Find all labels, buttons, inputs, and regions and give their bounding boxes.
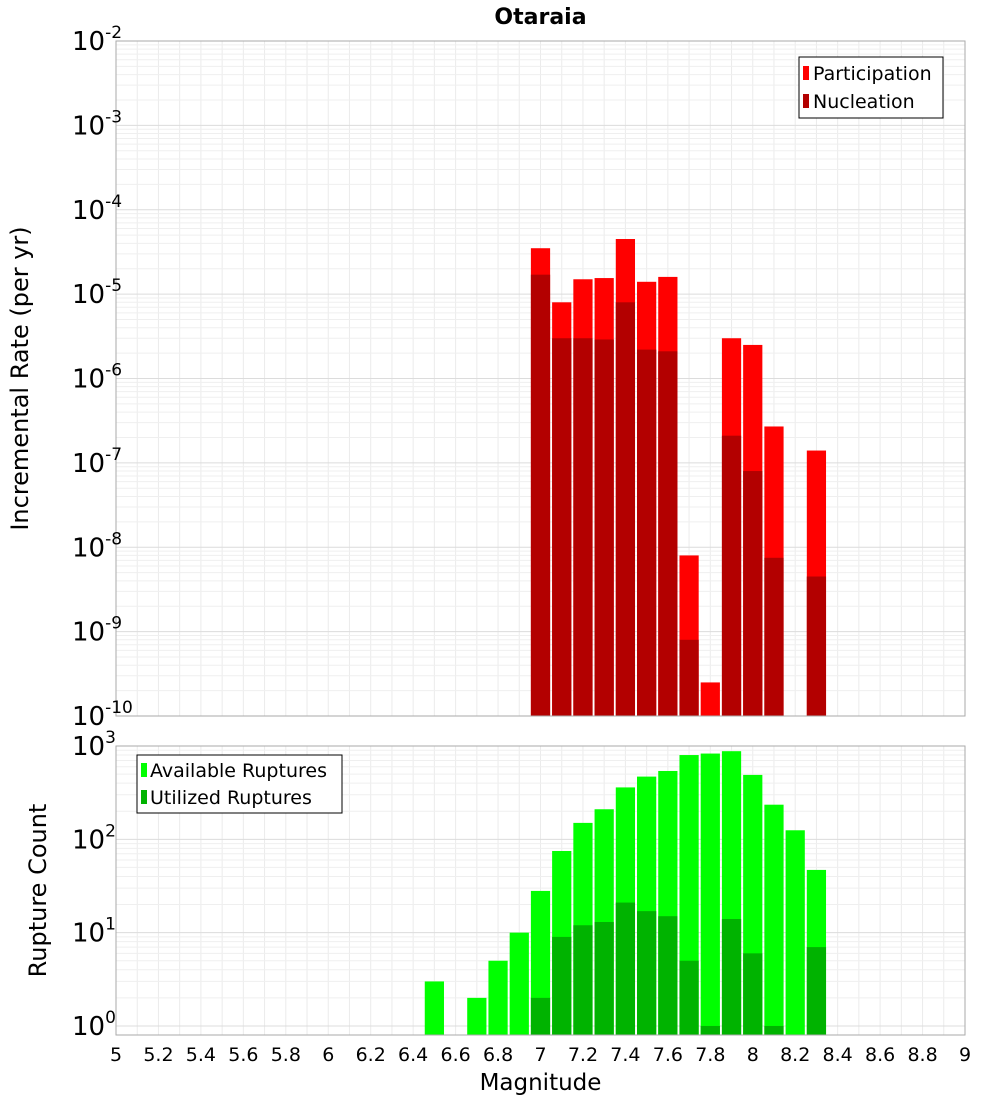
bar-utilized-ruptures-7.4 xyxy=(615,902,636,1035)
legend-swatch xyxy=(803,94,809,108)
xtick-label: 5 xyxy=(110,1044,122,1066)
bar-utilized-ruptures-7.2 xyxy=(573,925,593,1035)
legend-swatch xyxy=(803,66,809,80)
xtick-label: 7 xyxy=(534,1044,546,1066)
bar-nucleation-8.1 xyxy=(764,557,784,716)
bar-nucleation-7.4 xyxy=(615,302,636,716)
xtick-label: 6.6 xyxy=(440,1044,470,1066)
ytick-label-top: 10-4 xyxy=(72,192,122,226)
ytick-label-bottom: 102 xyxy=(72,821,116,855)
bar-available-ruptures-6.7 xyxy=(467,997,487,1035)
xtick-label: 7.6 xyxy=(653,1044,683,1066)
bar-utilized-ruptures-7.7 xyxy=(679,960,699,1035)
xtick-label: 8.6 xyxy=(865,1044,895,1066)
chart-title: Otaraia xyxy=(494,5,586,30)
bar-available-ruptures-8.1 xyxy=(764,804,784,1035)
ytick-label-top: 10-6 xyxy=(72,361,122,395)
bar-nucleation-7.1 xyxy=(552,338,572,716)
plot-border-bottom xyxy=(115,745,966,1036)
bar-utilized-ruptures-8.3 xyxy=(806,947,827,1035)
bar-utilized-ruptures-7.6 xyxy=(658,916,678,1035)
bar-participation-7.8 xyxy=(700,682,720,716)
xtick-label: 6.2 xyxy=(356,1044,386,1066)
x-axis-label: Magnitude xyxy=(480,1070,602,1096)
legend-box xyxy=(136,754,343,814)
ytick-label-top: 10-9 xyxy=(72,614,122,648)
xtick-label: 6.8 xyxy=(483,1044,513,1066)
bar-utilized-ruptures-7.8 xyxy=(700,1025,720,1035)
ytick-label-bottom: 101 xyxy=(72,915,116,949)
bar-nucleation-7.5 xyxy=(637,349,657,716)
xtick-label: 7.4 xyxy=(610,1044,640,1066)
ytick-label-top: 10-10 xyxy=(72,698,133,732)
xtick-label: 7.2 xyxy=(568,1044,598,1066)
legend-swatch xyxy=(141,763,147,777)
ytick-label-top: 10-2 xyxy=(72,23,122,57)
xtick-label: 5.2 xyxy=(143,1044,173,1066)
bar-available-ruptures-6.5 xyxy=(424,981,444,1035)
bar-nucleation-7.0 xyxy=(530,274,551,716)
ytick-label-top: 10-7 xyxy=(72,445,122,479)
xtick-label: 6.4 xyxy=(398,1044,428,1066)
legend-box xyxy=(798,56,944,119)
bar-nucleation-8.3 xyxy=(806,576,827,716)
bar-nucleation-7.7 xyxy=(679,639,699,716)
bar-available-ruptures-6.9 xyxy=(509,932,529,1035)
bar-available-ruptures-7.8 xyxy=(700,753,720,1035)
ytick-label-top: 10-5 xyxy=(72,276,122,310)
bar-nucleation-7.6 xyxy=(658,351,678,716)
y-axis-label-top: Incremental Rate (per yr) xyxy=(6,226,34,530)
xtick-label: 7.8 xyxy=(695,1044,725,1066)
bar-utilized-ruptures-7.3 xyxy=(594,922,614,1035)
xtick-label: 8.4 xyxy=(823,1044,853,1066)
ytick-label-top: 10-8 xyxy=(72,529,122,563)
legend-label: Nucleation xyxy=(813,91,915,113)
xtick-label: 9 xyxy=(959,1044,971,1066)
bar-nucleation-7.9 xyxy=(721,435,742,716)
legend-label: Available Ruptures xyxy=(150,760,327,782)
y-axis-label-bottom: Rupture Count xyxy=(24,804,52,978)
bar-utilized-ruptures-7.0 xyxy=(530,997,551,1035)
xtick-label: 5.6 xyxy=(228,1044,258,1066)
legend-top: Participation Nucleation xyxy=(798,56,944,119)
ytick-label-top: 10-3 xyxy=(72,107,122,141)
legend-label: Utilized Ruptures xyxy=(150,787,312,809)
legend-swatch xyxy=(141,790,147,804)
xtick-label: 8.2 xyxy=(780,1044,810,1066)
xtick-label: 8.8 xyxy=(907,1044,937,1066)
plot-border-top xyxy=(115,40,966,717)
legend-label: Participation xyxy=(813,63,932,85)
xtick-label: 6 xyxy=(322,1044,334,1066)
xtick-label: 8 xyxy=(747,1044,759,1066)
bar-utilized-ruptures-7.5 xyxy=(637,911,657,1035)
bar-nucleation-7.2 xyxy=(573,338,593,716)
ytick-label-bottom: 103 xyxy=(72,728,116,762)
bar-utilized-ruptures-7.1 xyxy=(552,936,572,1035)
xtick-label: 5.8 xyxy=(271,1044,301,1066)
xtick-label: 5.4 xyxy=(186,1044,216,1066)
bar-available-ruptures-8.2 xyxy=(785,830,805,1035)
bar-utilized-ruptures-8.0 xyxy=(743,953,763,1035)
legend-bottom: Available Ruptures Utilized Ruptures xyxy=(136,754,343,814)
bar-nucleation-7.3 xyxy=(594,339,614,716)
bar-nucleation-8.0 xyxy=(743,471,763,716)
bar-utilized-ruptures-7.9 xyxy=(721,919,742,1035)
bar-utilized-ruptures-8.1 xyxy=(764,1025,784,1035)
ytick-label-bottom: 100 xyxy=(72,1008,116,1042)
bar-available-ruptures-6.8 xyxy=(488,960,508,1035)
